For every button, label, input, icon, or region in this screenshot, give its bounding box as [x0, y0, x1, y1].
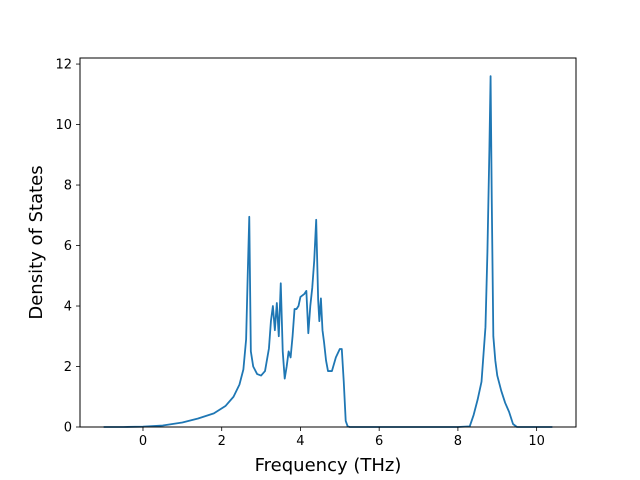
plot-area-frame: [79, 57, 577, 428]
y-tick-label: 0: [64, 421, 72, 436]
x-tick-label: 4: [296, 434, 304, 449]
series-line-0: [103, 75, 553, 428]
x-tick-label: 8: [454, 434, 462, 449]
y-tick-label: 10: [55, 118, 72, 133]
y-tick-label: 2: [64, 360, 72, 375]
x-axis-label: Frequency (THz): [255, 455, 402, 476]
x-tick-label: 6: [375, 434, 383, 449]
x-tick-label: 2: [218, 434, 226, 449]
y-tick-label: 6: [64, 239, 72, 254]
y-tick-label: 8: [64, 179, 72, 194]
y-axis-label: Density of States: [26, 165, 47, 319]
y-tick-label: 4: [64, 300, 72, 315]
y-tick-label: 12: [55, 58, 72, 73]
x-tick-label: 0: [139, 434, 147, 449]
x-tick-label: 10: [528, 434, 545, 449]
